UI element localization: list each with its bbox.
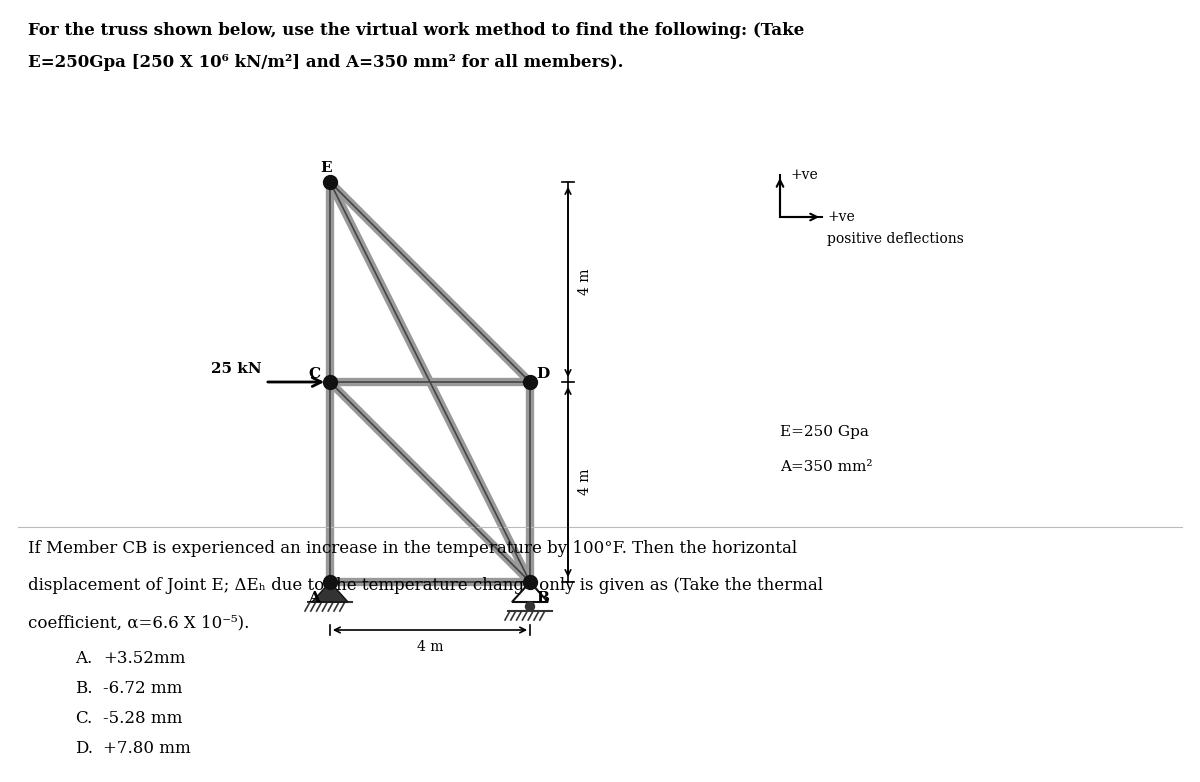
Text: -5.28 mm: -5.28 mm <box>103 710 182 727</box>
Text: +ve: +ve <box>827 210 854 224</box>
Text: A.: A. <box>74 650 92 667</box>
Text: positive deflections: positive deflections <box>827 232 964 246</box>
Text: coefficient, α=6.6 X 10⁻⁵).: coefficient, α=6.6 X 10⁻⁵). <box>28 614 250 631</box>
Text: 4 m: 4 m <box>416 640 443 654</box>
Text: A=350 mm²: A=350 mm² <box>780 460 872 474</box>
Text: 4 m: 4 m <box>578 269 592 296</box>
Text: -6.72 mm: -6.72 mm <box>103 680 182 697</box>
Polygon shape <box>312 582 348 602</box>
Circle shape <box>526 602 534 611</box>
Text: 4 m: 4 m <box>578 468 592 495</box>
Text: E: E <box>320 161 332 175</box>
Text: C: C <box>308 367 320 381</box>
Text: displacement of Joint E; ΔEₕ due to the temperature change only is given as (Tak: displacement of Joint E; ΔEₕ due to the … <box>28 577 823 594</box>
Text: B: B <box>536 591 550 605</box>
Text: If Member CB is experienced an increase in the temperature by 100°F. Then the ho: If Member CB is experienced an increase … <box>28 540 797 557</box>
Text: +3.52mm: +3.52mm <box>103 650 185 667</box>
Text: E=250Gpa [250 X 10⁶ kN/m²] and A=350 mm² for all members).: E=250Gpa [250 X 10⁶ kN/m²] and A=350 mm²… <box>28 54 624 71</box>
Text: +7.80 mm: +7.80 mm <box>103 740 191 757</box>
Text: 25 kN: 25 kN <box>211 362 262 376</box>
Text: +ve: +ve <box>790 168 817 182</box>
Text: D: D <box>536 367 550 381</box>
Text: D.: D. <box>74 740 94 757</box>
Text: C.: C. <box>74 710 92 727</box>
Polygon shape <box>512 582 548 602</box>
Text: A: A <box>308 591 320 605</box>
Text: For the truss shown below, use the virtual work method to find the following: (T: For the truss shown below, use the virtu… <box>28 22 804 39</box>
Text: B.: B. <box>74 680 92 697</box>
Text: E=250 Gpa: E=250 Gpa <box>780 425 869 439</box>
